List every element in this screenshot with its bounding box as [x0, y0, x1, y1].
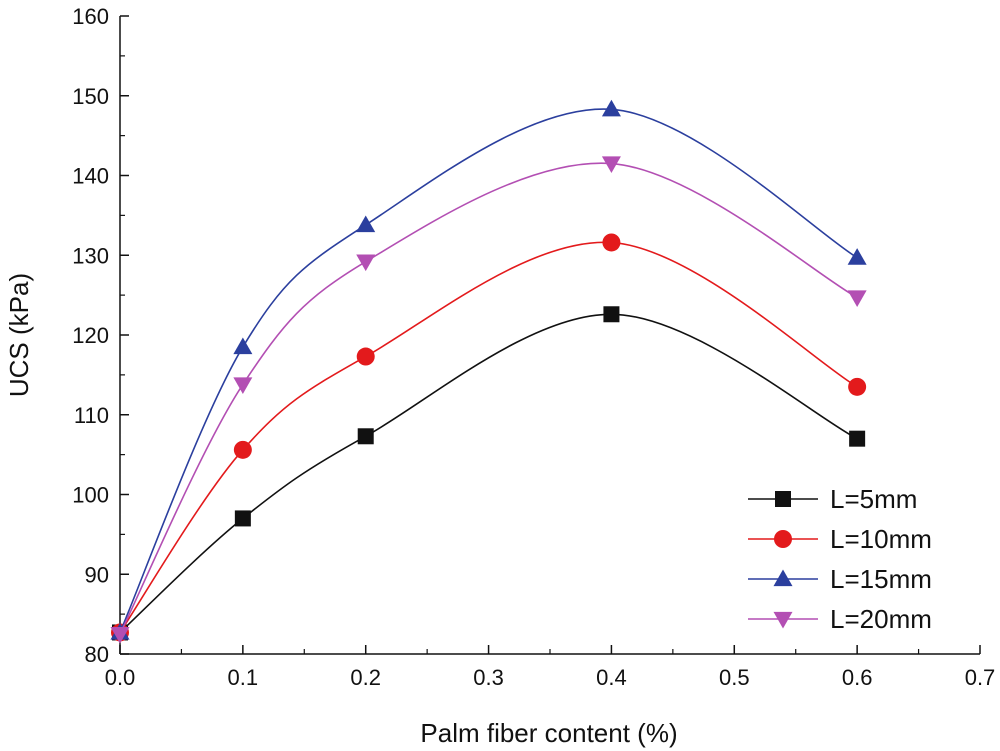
series-l-10mm: [111, 233, 867, 642]
y-tick-label: 140: [72, 164, 109, 189]
data-point: [847, 290, 867, 308]
x-tick-label: 0.6: [842, 665, 873, 690]
legend-marker: [774, 530, 792, 548]
data-point: [847, 248, 867, 265]
series-l-5mm: [112, 306, 866, 641]
x-tick-label: 0.0: [105, 665, 136, 690]
legend-marker: [773, 569, 793, 587]
data-point: [602, 233, 621, 252]
data-point: [849, 430, 866, 447]
legend-item: L=10mm: [748, 524, 932, 554]
x-tick-label: 0.7: [965, 665, 996, 690]
data-point: [848, 377, 867, 396]
y-axis: 80 90 100 110 120 130 140 150 160: [72, 4, 129, 667]
legend-label: L=20mm: [830, 604, 932, 634]
series-line: [119, 108, 858, 633]
y-tick-label: 150: [72, 84, 109, 109]
legend-marker: [773, 611, 793, 629]
data-point: [233, 377, 253, 394]
data-point: [234, 510, 251, 527]
series-layer: [110, 99, 867, 644]
data-point: [603, 306, 620, 323]
data-point: [601, 156, 621, 174]
series-line: [119, 313, 858, 634]
x-axis: 0.0 0.1 0.2 0.3 0.4 0.5 0.6 0.7: [105, 645, 996, 690]
x-tick-label: 0.3: [473, 665, 504, 690]
y-tick-label: 160: [72, 4, 109, 29]
data-point: [233, 440, 252, 459]
legend-label: L=10mm: [830, 524, 932, 554]
data-point: [356, 215, 376, 233]
series-l-20mm: [110, 156, 867, 644]
data-point: [357, 428, 374, 445]
legend-label: L=15mm: [830, 564, 932, 594]
x-tick-label: 0.4: [596, 665, 627, 690]
legend-item: L=20mm: [748, 604, 932, 634]
data-point: [233, 337, 253, 355]
series-line: [119, 162, 858, 635]
y-axis-title: UCS (kPa): [4, 273, 34, 397]
x-tick-label: 0.5: [719, 665, 750, 690]
legend-marker: [775, 491, 791, 507]
y-tick-label: 120: [72, 323, 109, 348]
y-tick-label: 80: [85, 642, 109, 667]
data-point: [356, 254, 376, 272]
data-point: [356, 347, 375, 366]
y-tick-label: 130: [72, 243, 109, 268]
y-tick-label: 110: [74, 403, 109, 428]
y-tick-label: 90: [85, 562, 109, 587]
legend-label: L=5mm: [830, 484, 917, 514]
x-tick-label: 0.2: [350, 665, 381, 690]
data-point: [110, 626, 130, 644]
x-axis-title: Palm fiber content (%): [420, 718, 677, 748]
data-point: [601, 99, 621, 117]
legend-item: L=5mm: [748, 484, 917, 514]
legend: L=5mm L=10mm L=15mm L=20mm: [748, 484, 932, 634]
series-l-15mm: [110, 99, 867, 640]
legend-item: L=15mm: [748, 564, 932, 594]
plot-area: [119, 16, 980, 655]
y-tick-label: 100: [72, 483, 109, 508]
x-tick-label: 0.1: [228, 665, 259, 690]
series-line: [119, 241, 858, 633]
